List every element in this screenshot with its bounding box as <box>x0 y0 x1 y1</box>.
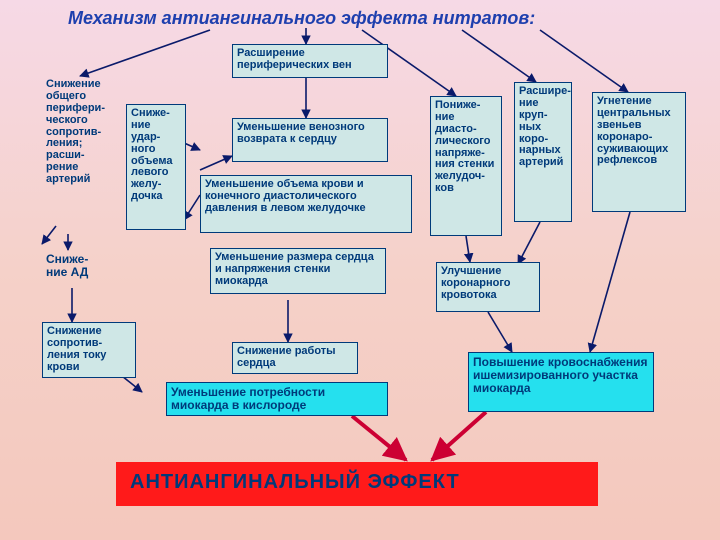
node-n5: Снижение работы сердца <box>232 342 358 374</box>
node-n3: Уменьшение объема крови и конечного диас… <box>200 175 412 233</box>
node-n2: Уменьшение венозного возврата к сердцу <box>232 118 388 162</box>
diagram-title: Механизм антиангинального эффекта нитрат… <box>68 8 535 29</box>
node-r5: Повышение кровоснабжения ишемизированног… <box>468 352 654 412</box>
node-left4: Снижение сопротив-ления току крови <box>42 322 136 378</box>
node-n4: Уменьшение размера сердца и напряжения с… <box>210 248 386 294</box>
node-left3: Сниже- ние АД <box>42 250 104 288</box>
node-r3: Угнетение центральных звеньев коронаро-с… <box>592 92 686 212</box>
node-r4: Улучшение коронарного кровотока <box>436 262 540 312</box>
node-left2: Сниже-ние удар-ного объема левого желу-д… <box>126 104 186 230</box>
node-result: АНТИАНГИНАЛЬНЫЙ ЭФФЕКТ <box>116 462 598 506</box>
node-r2: Расшире-ние круп-ных коро-нарных артерий <box>514 82 572 222</box>
node-left1: Снижение общего перифери-ческого сопроти… <box>42 76 112 234</box>
node-r1: Пониже-ние диасто-лического напряже-ния … <box>430 96 502 236</box>
node-n6: Уменьшение потребности миокарда в кислор… <box>166 382 388 416</box>
node-n1: Расширение периферических вен <box>232 44 388 78</box>
